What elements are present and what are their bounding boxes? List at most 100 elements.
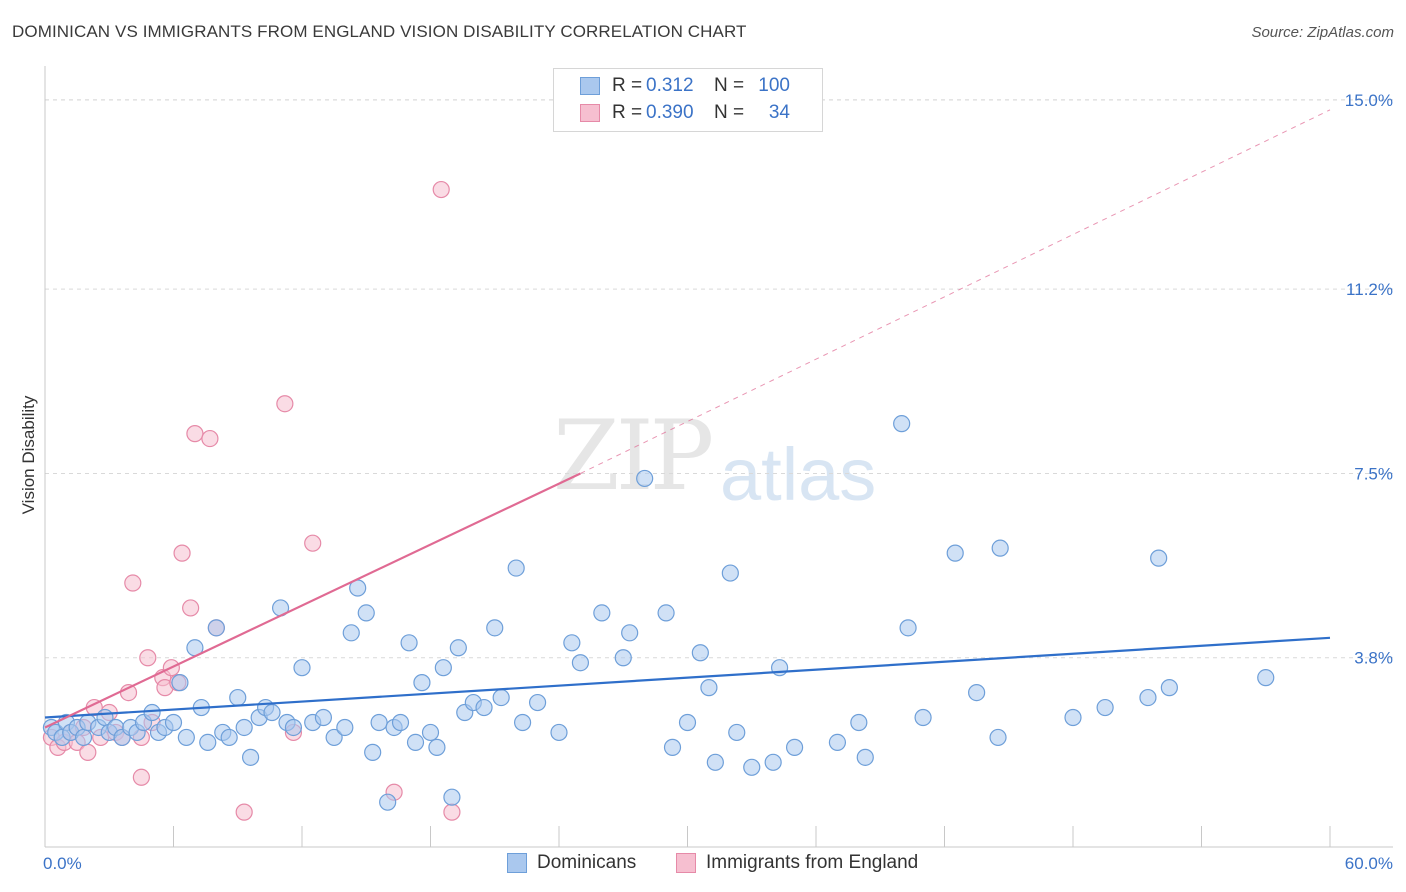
legend-item-england[interactable]: Immigrants from England (676, 852, 918, 874)
legend-swatch-pink (676, 853, 696, 873)
dominicans-point (691, 644, 709, 662)
x-tick-label-max: 60.0% (1345, 854, 1393, 873)
dominicans-point (946, 544, 964, 562)
dominicans-point (284, 718, 303, 737)
dominicans-point (164, 713, 183, 732)
england-point (432, 180, 450, 199)
dominicans-point (406, 733, 425, 752)
watermark-zip: ZIP (553, 400, 714, 512)
legend-swatch-pink (580, 104, 600, 122)
legend-label-england: Immigrants from England (706, 852, 919, 873)
legend-n-label: N = (714, 102, 745, 123)
dominicans-point (991, 539, 1009, 557)
dominicans-point (593, 604, 611, 622)
legend-swatch-blue (580, 77, 600, 95)
england-point (139, 649, 157, 667)
dominicans-point (434, 659, 452, 677)
dominicans-point (357, 604, 375, 622)
england-point (186, 425, 204, 443)
england-trend-line (44, 472, 581, 729)
dominicans-trend-line (44, 636, 1331, 719)
dominicans-point (143, 703, 161, 722)
dominicans-point (229, 688, 247, 707)
source-label: Source: ZipAtlas.com (1251, 24, 1394, 41)
trend-lines (44, 109, 1331, 729)
legend-row-england: R = 0.390 N = 34 (580, 102, 790, 124)
dominicans-point (293, 659, 311, 677)
england-point (79, 743, 97, 761)
dominicans-point (621, 624, 639, 642)
dominicans-point (614, 649, 632, 667)
legend-r-label: R = (612, 102, 643, 123)
dominicans-point (706, 753, 724, 771)
y-tick-label: 15.0% (1345, 91, 1393, 110)
series-legend: Dominicans Immigrants from England (0, 852, 1406, 876)
dominicans-point (1257, 669, 1275, 687)
dominicans-point (364, 743, 382, 761)
england-point (201, 429, 219, 448)
y-tick-label: 11.2% (1346, 280, 1393, 299)
dominicans-point (177, 728, 195, 747)
dominicans-point (657, 604, 675, 622)
dominicans-point (563, 634, 581, 652)
england-point (124, 574, 142, 592)
dominicans-point (1150, 549, 1168, 567)
dominicans-point (507, 559, 525, 577)
y-axis-label: Vision Disability (19, 395, 38, 514)
watermark-atlas: atlas (720, 433, 877, 516)
dominicans-point (550, 723, 568, 742)
dominicans-point (475, 698, 493, 717)
dominicans-point (421, 723, 440, 742)
y-tick-labels: 3.8% 7.5% 11.2% 15.0% (1345, 91, 1393, 668)
dominicans-point (1160, 679, 1178, 697)
dominicans-point (700, 679, 718, 697)
y-tick-label: 3.8% (1354, 649, 1393, 668)
series-dominicans-points (42, 415, 1275, 811)
x-tick-label-min: 0.0% (43, 854, 82, 873)
dominicans-point (528, 693, 547, 712)
dominicans-point (379, 793, 397, 811)
dominicans-point (314, 708, 333, 727)
dominicans-point (513, 713, 532, 732)
legend-swatch-blue (507, 853, 527, 873)
dominicans-point (721, 564, 739, 582)
england-point (182, 599, 200, 617)
dominicans-point (663, 738, 682, 756)
dominicans-point (428, 738, 446, 756)
dominicans-point (828, 733, 847, 752)
dominicans-point (199, 733, 217, 752)
england-point (132, 768, 150, 786)
grid-lines (45, 99, 1393, 659)
legend-label-dominicans: Dominicans (537, 852, 637, 873)
dominicans-point (391, 713, 410, 732)
legend-n-value: 34 (768, 102, 790, 123)
legend-row-dominicans: R = 0.312 N = 100 (580, 75, 790, 97)
legend-n-value: 100 (758, 75, 790, 96)
dominicans-point (571, 654, 590, 672)
dominicans-point (856, 748, 874, 766)
dominicans-point (899, 619, 917, 637)
dominicans-point (989, 728, 1007, 747)
dominicans-point (325, 728, 343, 747)
dominicans-point (342, 624, 360, 642)
dominicans-point (1064, 708, 1082, 727)
dominicans-point (336, 718, 354, 737)
dominicans-point (171, 674, 189, 692)
dominicans-point (914, 708, 932, 727)
dominicans-point (242, 748, 260, 766)
dominicans-point (893, 415, 911, 433)
dominicans-point (1096, 698, 1114, 717)
dominicans-point (850, 713, 868, 732)
england-trend-extension (580, 109, 1331, 474)
correlation-legend: R = 0.312 N = 100 R = 0.390 N = 34 (553, 68, 823, 132)
legend-item-dominicans[interactable]: Dominicans (507, 852, 636, 874)
dominicans-point (370, 713, 388, 732)
y-tick-label: 7.5% (1354, 464, 1393, 483)
dominicans-point (968, 683, 986, 702)
dominicans-point (785, 738, 804, 756)
dominicans-point (678, 713, 697, 732)
england-point (235, 803, 253, 821)
dominicans-point (743, 758, 761, 776)
dominicans-point (400, 634, 418, 652)
